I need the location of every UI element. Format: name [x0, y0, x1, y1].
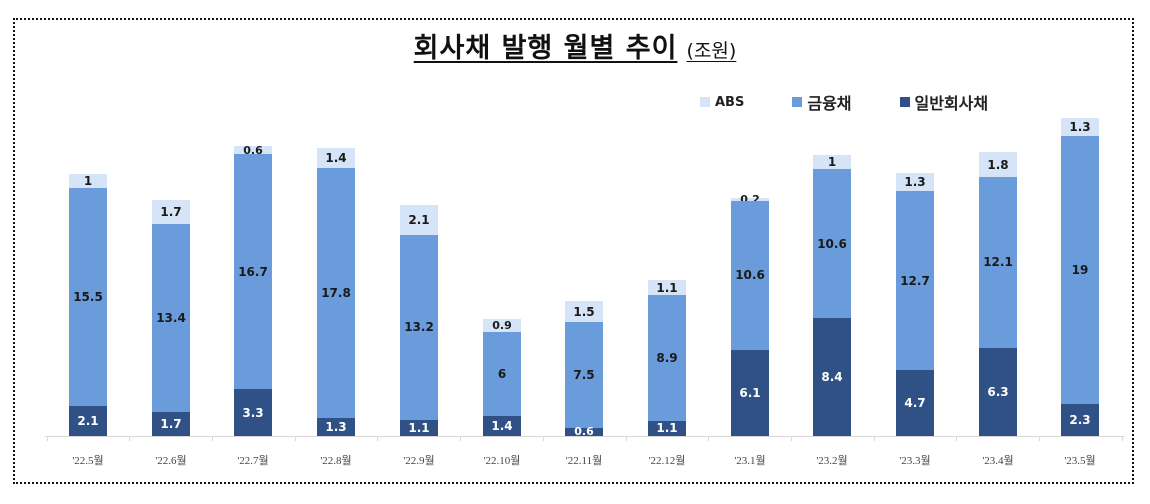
chart-title: 회사채 발행 월별 추이 (조원): [0, 26, 1150, 65]
legend-item-general: 일반회사채: [899, 90, 989, 114]
x-axis-tick: [874, 436, 875, 441]
bar-segment-general: 6.3: [979, 347, 1017, 437]
x-axis-label: '23.4월: [982, 455, 1014, 467]
x-axis-tick: [956, 436, 957, 441]
x-axis-label: '22.10월: [483, 455, 521, 467]
x-axis-tick: [1039, 436, 1040, 441]
legend-item-abs: ABS: [700, 95, 744, 110]
x-axis-label: '22.8월: [320, 455, 352, 467]
bar-segment-general: 1.4: [483, 416, 521, 436]
x-axis-label: '22.6월: [155, 455, 187, 467]
bar-segment-abs: 1.5: [565, 301, 603, 323]
x-axis-tick: [1122, 436, 1123, 441]
bar-segment-general: 1.1: [400, 420, 438, 436]
bar-segment-abs: 1.3: [896, 173, 934, 192]
legend-swatch-abs: [700, 97, 710, 107]
bar-segment-general: 2.1: [69, 406, 107, 436]
bar-segment-general: 8.4: [813, 318, 851, 437]
legend: ABS 금융채 일반회사채: [700, 90, 1036, 114]
legend-item-financial: 금융채: [792, 90, 852, 114]
legend-swatch-general: [899, 97, 910, 107]
bar-segment-abs: 1: [69, 174, 107, 189]
bar-stack: 2.3 19 1.3: [1061, 118, 1099, 436]
bar-stack: 1.7 13.4 1.7: [152, 200, 190, 437]
bar-segment-abs: 1.8: [979, 152, 1017, 178]
x-axis-tick: [129, 436, 130, 441]
bar-segment-general: 1.7: [152, 412, 190, 437]
bar-stack: 4.7 12.7 1.3: [896, 173, 934, 437]
bar-stack: 1.1 13.2 2.1: [400, 205, 438, 436]
bar-segment-financial: 12.7: [896, 191, 934, 370]
bar-stack: 6.1 10.6 0.2: [731, 194, 769, 436]
bar-stack: 1.4 6 0.9: [483, 319, 521, 436]
bar-segment-abs: 1: [813, 155, 851, 170]
bar-segment-financial: 7.5: [565, 322, 603, 428]
bar-segment-financial: 17.8: [317, 167, 355, 419]
bar-segment-financial: 13.4: [152, 223, 190, 413]
x-axis-label: '22.11월: [565, 455, 603, 467]
bar-segment-financial: 10.6: [813, 169, 851, 319]
bar-segment-general: 6.1: [731, 349, 769, 436]
bar-segment-abs: 1.4: [317, 148, 355, 168]
bar-stack: 2.1 15.5 1: [69, 174, 107, 436]
legend-label-financial: 금융채: [807, 94, 852, 113]
x-axis-label: '23.3월: [899, 455, 931, 467]
bar-stack: 0.6 7.5 1.5: [565, 301, 603, 438]
x-axis-label: '23.2월: [816, 455, 848, 467]
bar-segment-financial: 13.2: [400, 234, 438, 421]
bar-segment-financial: 10.6: [731, 200, 769, 350]
x-axis-tick: [791, 436, 792, 441]
legend-label-general: 일반회사채: [914, 94, 989, 113]
legend-label-abs: ABS: [715, 94, 745, 110]
bar-segment-financial: 6: [483, 331, 521, 417]
x-axis-label: '22.9월: [403, 455, 435, 467]
bar-segment-general: 1.1: [648, 420, 686, 437]
chart-title-main: 회사채 발행 월별 추이: [413, 33, 678, 64]
bar-segment-financial: 16.7: [234, 154, 272, 390]
bar-segment-abs: 1.3: [1061, 118, 1099, 137]
bar-segment-financial: 8.9: [648, 295, 686, 421]
x-axis-label: '23.5월: [1064, 455, 1096, 467]
x-axis-label: '22.5월: [72, 455, 104, 467]
bar-segment-general: 1.3: [317, 418, 355, 437]
x-axis-label: '22.7월: [237, 455, 269, 467]
x-axis-tick: [460, 436, 461, 441]
x-axis-label: '22.12월: [648, 455, 686, 467]
x-axis-tick: [543, 436, 544, 441]
bar-segment-financial: 19: [1061, 136, 1099, 404]
bar-stack: 6.3 12.1 1.8: [979, 152, 1017, 437]
x-axis-label: '23.1월: [734, 455, 766, 467]
x-axis-tick: [377, 436, 378, 441]
bar-segment-abs: 1.7: [152, 200, 190, 224]
x-axis-tick: [295, 436, 296, 441]
bar-segment-abs: 2.1: [400, 205, 438, 235]
x-axis-line: [45, 436, 1125, 437]
bar-segment-abs: 1.1: [648, 280, 686, 296]
chart-title-unit: (조원): [686, 40, 737, 62]
bar-segment-financial: 12.1: [979, 177, 1017, 348]
x-axis-tick: [212, 436, 213, 441]
bar-segment-abs: 0.9: [483, 319, 521, 332]
bar-segment-general: 4.7: [896, 369, 934, 437]
bar-segment-general: 3.3: [234, 389, 272, 436]
legend-swatch-financial: [792, 97, 803, 107]
bar-stack: 1.3 17.8 1.4: [317, 148, 355, 437]
bar-segment-abs: 0.2: [731, 194, 769, 205]
bar-segment-general: 0.6: [565, 426, 603, 438]
x-axis-tick: [47, 436, 48, 441]
bar-segment-general: 2.3: [1061, 403, 1099, 436]
chart-frame: [13, 18, 1134, 484]
bar-segment-abs: 0.6: [234, 144, 272, 156]
bar-segment-financial: 15.5: [69, 188, 107, 407]
bar-stack: 8.4 10.6 1: [813, 155, 851, 437]
x-axis-tick: [708, 436, 709, 441]
bar-stack: 3.3 16.7 0.6: [234, 144, 272, 436]
x-axis-tick: [626, 436, 627, 441]
bar-stack: 1.1 8.9 1.1: [648, 280, 686, 437]
